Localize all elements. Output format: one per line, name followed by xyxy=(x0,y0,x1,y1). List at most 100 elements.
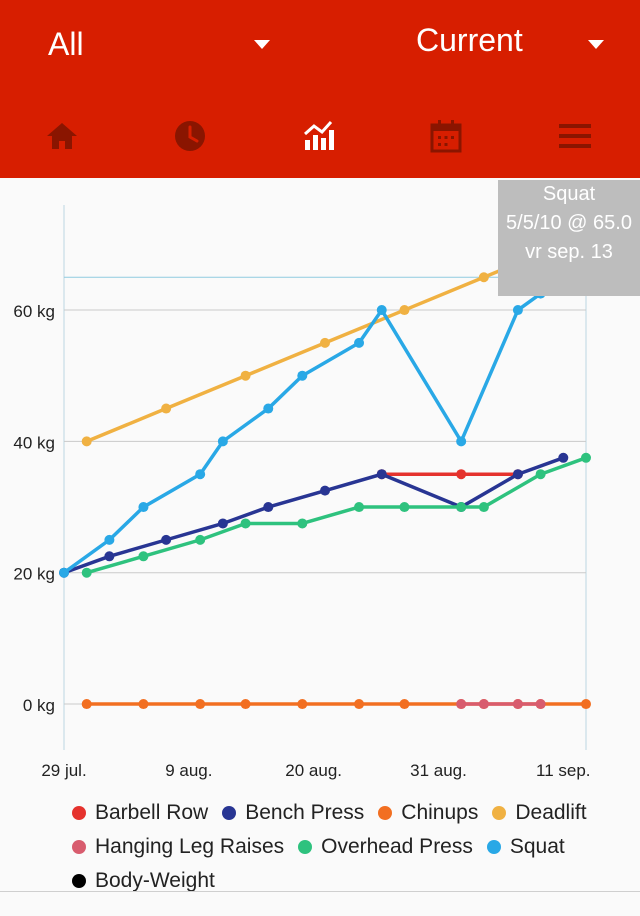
y-tick-label: 20 kg xyxy=(13,565,55,584)
clock-icon[interactable] xyxy=(172,118,208,154)
legend-label: Bench Press xyxy=(245,801,365,824)
period-dropdown-caret-icon[interactable] xyxy=(588,40,604,49)
data-point-chinups[interactable] xyxy=(354,699,365,710)
data-point-chinups[interactable] xyxy=(138,699,149,710)
data-point-hanging-leg-raises[interactable] xyxy=(456,699,467,710)
legend-item-overhead-press[interactable]: Overhead Press xyxy=(298,830,473,864)
x-tick-label: 11 sep. xyxy=(536,761,591,780)
series-line-bench-press xyxy=(63,456,564,575)
x-tick-label: 20 aug. xyxy=(285,761,342,780)
data-point-bench-press[interactable] xyxy=(104,551,115,562)
data-point-bench-press[interactable] xyxy=(320,485,330,496)
y-tick-label: 60 kg xyxy=(13,302,55,321)
legend-item-bench-press[interactable]: Bench Press xyxy=(222,796,364,830)
chart-icon[interactable] xyxy=(300,118,336,154)
data-point-deadlift[interactable] xyxy=(399,305,410,316)
progress-line-chart[interactable]: 0 kg 20 kg 40 kg 60 kg 29 jul. 9 aug. 20 aug. 3… xyxy=(0,178,640,790)
data-point-overhead-press[interactable] xyxy=(81,567,92,578)
data-point-deadlift[interactable] xyxy=(161,403,172,414)
legend-dot-icon xyxy=(492,806,507,820)
legend-dot-icon xyxy=(486,840,501,854)
legend-label: Squat xyxy=(509,835,565,858)
data-point-squat[interactable] xyxy=(297,370,308,381)
data-point-squat[interactable] xyxy=(195,469,206,480)
data-point-bench-press[interactable] xyxy=(376,469,387,480)
data-point-squat[interactable] xyxy=(354,337,365,348)
legend-row: Barbell Row Bench Press Chinups Deadlift xyxy=(72,796,601,830)
data-point-squat[interactable] xyxy=(512,305,523,316)
y-tick-label: 0 kg xyxy=(23,696,55,715)
series-line-squat xyxy=(62,275,565,575)
data-point-hanging-leg-raises[interactable] xyxy=(512,699,523,710)
legend-item-hanging-leg-raises[interactable]: Hanging Leg Raises xyxy=(72,830,284,864)
data-point-squat[interactable] xyxy=(376,305,387,316)
data-point-chinups[interactable] xyxy=(581,699,591,710)
legend-dot-icon xyxy=(378,806,393,820)
legend-label: Hanging Leg Raises xyxy=(95,835,285,858)
legend-label: Body-Weight xyxy=(95,869,215,892)
data-point-deadlift[interactable] xyxy=(240,370,251,381)
data-point-squat[interactable] xyxy=(456,436,467,447)
legend-label: Barbell Row xyxy=(95,801,209,824)
filter-dropdown-caret-icon[interactable] xyxy=(254,40,270,49)
data-point-overhead-press[interactable] xyxy=(478,502,489,513)
legend-dot-icon xyxy=(72,840,86,854)
data-point-barbell-row[interactable] xyxy=(456,469,467,480)
data-point-hanging-leg-raises[interactable] xyxy=(478,699,489,710)
legend-label: Deadlift xyxy=(515,801,587,824)
data-point-bench-press[interactable] xyxy=(512,469,523,480)
data-point-hanging-leg-raises[interactable] xyxy=(535,699,546,710)
tooltip-detail: 5/5/10 @ 65.0 xyxy=(506,212,632,234)
tooltip-date: vr sep. 13 xyxy=(525,241,613,263)
period-dropdown[interactable]: Current xyxy=(416,22,523,58)
data-point-squat[interactable] xyxy=(59,567,69,578)
legend-dot-icon xyxy=(72,806,86,820)
data-point-bench-press[interactable] xyxy=(217,518,228,529)
data-point-overhead-press[interactable] xyxy=(138,551,149,562)
data-point-squat[interactable] xyxy=(217,436,228,447)
legend-dot-icon xyxy=(298,840,313,854)
data-point-overhead-press[interactable] xyxy=(297,518,308,529)
data-point-overhead-press[interactable] xyxy=(399,502,410,513)
legend-dot-icon xyxy=(222,806,237,820)
y-tick-label: 40 kg xyxy=(13,433,55,452)
home-icon[interactable] xyxy=(44,118,80,154)
x-tick-label: 29 jul. xyxy=(41,761,86,780)
calendar-icon[interactable] xyxy=(428,118,464,154)
legend-item-chinups[interactable]: Chinups xyxy=(378,796,478,830)
data-point-squat[interactable] xyxy=(138,502,149,513)
data-point-overhead-press[interactable] xyxy=(195,534,206,545)
chart-tooltip: Squat 5/5/10 @ 65.0 vr sep. 13 xyxy=(498,180,640,296)
data-point-deadlift[interactable] xyxy=(320,337,330,348)
legend-dot-icon xyxy=(72,874,86,888)
data-point-squat[interactable] xyxy=(104,534,115,545)
data-point-overhead-press[interactable] xyxy=(456,502,467,513)
data-point-chinups[interactable] xyxy=(297,699,308,710)
data-point-deadlift[interactable] xyxy=(478,272,489,283)
filter-dropdown[interactable]: All xyxy=(48,26,84,62)
legend-item-body-weight[interactable]: Body-Weight xyxy=(72,864,215,898)
data-point-bench-press[interactable] xyxy=(558,452,569,463)
legend-item-squat[interactable]: Squat xyxy=(486,830,565,864)
legend-item-deadlift[interactable]: Deadlift xyxy=(492,796,587,830)
data-point-overhead-press[interactable] xyxy=(581,452,591,463)
data-point-chinups[interactable] xyxy=(81,699,92,710)
data-point-overhead-press[interactable] xyxy=(535,469,546,480)
data-point-bench-press[interactable] xyxy=(161,534,172,545)
data-point-chinups[interactable] xyxy=(399,699,410,710)
legend-item-barbell-row[interactable]: Barbell Row xyxy=(72,796,208,830)
chart-legend: Barbell Row Bench Press Chinups Deadlift… xyxy=(72,796,601,898)
x-tick-label: 9 aug. xyxy=(165,761,212,780)
legend-row: Body-Weight xyxy=(72,864,601,898)
data-point-squat[interactable] xyxy=(263,403,274,414)
data-point-bench-press[interactable] xyxy=(263,502,274,513)
data-point-chinups[interactable] xyxy=(195,699,206,710)
menu-icon[interactable] xyxy=(557,118,593,154)
tooltip-title: Squat xyxy=(542,183,596,205)
divider xyxy=(0,891,640,892)
x-tick-label: 31 aug. xyxy=(410,761,467,780)
data-point-overhead-press[interactable] xyxy=(240,518,251,529)
data-point-chinups[interactable] xyxy=(240,699,251,710)
data-point-overhead-press[interactable] xyxy=(354,502,365,513)
data-point-deadlift[interactable] xyxy=(81,436,92,447)
